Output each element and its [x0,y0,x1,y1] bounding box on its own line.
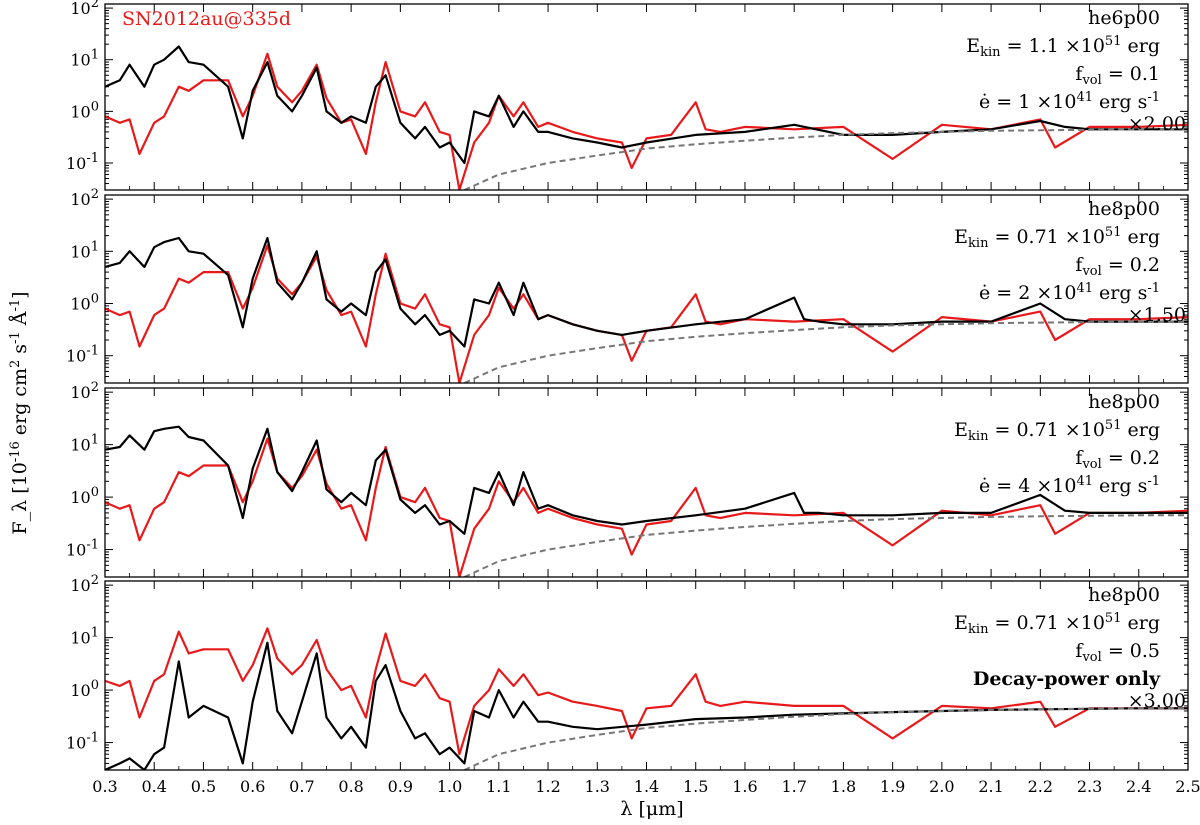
y-tick-label: 102​ [70,187,99,209]
y-tick-label: 10-1​ [66,344,99,366]
series-group [105,236,1188,383]
y-tick-label: 102​ [70,573,99,595]
y-tick-label: 100​ [70,99,99,121]
series-group [105,425,1188,577]
model-spectrum-line [105,641,1188,770]
panel-2: 10-1​ 100​ 101​ 102​ he8p00 Ekin = 0.71 ×1051… [66,187,1189,384]
model-spectrum-line [105,45,1188,165]
y-tick-label: 101​ [70,433,99,455]
y-tick-label: 10-1​ [66,731,99,753]
y-tick-label: 101​ [70,48,99,70]
y-tick-label: 10-1​ [66,538,99,560]
y-tick-label: 102​ [70,0,99,18]
model-spectrum-line [105,236,1188,348]
x-tick-label: 1.1 [486,777,511,796]
y-tick-label: 102​ [70,380,99,402]
x-tick-label: 1.7 [781,777,806,796]
x-tick-label: 0.5 [191,777,216,796]
panel-1: 10-1​ 100​ 101​ 102​ SN2012au@335d he6p00 Ekin… [66,0,1189,191]
annotation: Ekin = 0.71 ×1051 erg [954,225,1160,251]
panel-frame [104,3,1189,191]
x-axis-label: λ [μm] [620,798,683,820]
x-tick-label: 1.8 [831,777,856,796]
annotation: Ekin = 1.1 ×1051 erg [966,34,1160,60]
model-spectrum-line [105,425,1188,535]
observed-spectrum-line [105,52,1188,190]
x-tick-label: 1.0 [437,777,462,796]
x-tick-label: 0.6 [240,777,265,796]
y-tick-label: 100​ [70,485,99,507]
x-tick-label: 0.8 [338,777,363,796]
panel-frame [104,387,1189,578]
annotation: fvol = 0.2 [1075,447,1160,472]
annotation: ė = 4 ×1041 erg s-1​ [979,474,1160,497]
continuum-line [463,128,1188,190]
annotation: ė = 1 ×1041 erg s-1​ [979,90,1160,113]
x-tick-label: 0.4 [142,777,167,796]
annotation: he6p00 [1088,7,1160,29]
y-tick-label: 100​ [70,292,99,314]
continuum-line [463,514,1188,577]
y-tick-label: 100​ [70,678,99,700]
continuum-line [463,320,1188,383]
x-tick-label: 2.2 [1028,777,1053,796]
continuum-line [463,707,1188,770]
annotation: ė = 2 ×1041 erg s-1​ [979,281,1160,304]
x-tick-label: 1.2 [535,777,560,796]
annotation: he8p00 [1088,391,1160,413]
x-tick-label: 1.5 [683,777,708,796]
annotation: fvol = 0.5 [1075,640,1160,665]
annotation: he8p00 [1088,198,1160,220]
series-group [105,627,1188,770]
x-tick-label: 1.9 [880,777,905,796]
annotation: fvol = 0.2 [1075,254,1160,279]
annotation: he8p00 [1088,584,1160,606]
panel-frame [104,194,1189,384]
x-tick-label: 2.0 [929,777,954,796]
x-tick-label: 2.1 [978,777,1003,796]
y-tick-label: 10-1​ [66,151,99,173]
observed-spectrum-line [105,437,1188,577]
annotation: Ekin = 0.71 ×1051 erg [954,611,1160,637]
panel-3: 10-1​ 100​ 101​ 102​ he8p00 Ekin = 0.71 ×1051… [66,380,1189,578]
x-tick-label: 1.4 [634,777,659,796]
x-tick-label: 2.3 [1077,777,1102,796]
annotation: ×3.00 [1128,690,1186,712]
x-tick-label: 0.3 [92,777,117,796]
panels-group: 10-1​ 100​ 101​ 102​ SN2012au@335d he6p00 Ekin… [66,0,1189,771]
y-tick-label: 101​ [70,626,99,648]
annotation: Ekin = 0.71 ×1051 erg [954,418,1160,444]
annotation: ×2.00 [1128,113,1186,135]
x-tick-label: 1.6 [732,777,757,796]
x-tick-label: 2.4 [1126,777,1151,796]
x-tick-label: 2.5 [1175,777,1200,796]
annotation: fvol = 0.1 [1075,63,1160,88]
panel-frame [104,580,1189,771]
annotation: Decay-power only [973,668,1161,690]
observed-spectrum-line [105,627,1188,756]
x-axis-ticks: 0.3 0.4 0.5 0.6 0.7 0.8 0.9 1.0 1.1 1.2 1.3 1.4 1.5 1… [92,777,1200,796]
series-group [105,45,1188,190]
y-tick-label: 101​ [70,239,99,261]
x-tick-label: 0.9 [388,777,413,796]
y-axis-label: F_λ [10-16 erg cm2 s-1 Å-1] [8,291,31,534]
annotation: ×1.50 [1128,304,1186,326]
x-tick-label: 0.7 [289,777,314,796]
x-tick-label: 1.3 [585,777,610,796]
panel-4: 10-1​ 100​ 101​ 102​ he8p00 Ekin = 0.71 ×1051… [66,573,1189,771]
observed-spectrum-line [105,244,1188,383]
observed-label: SN2012au@335d [122,8,291,30]
